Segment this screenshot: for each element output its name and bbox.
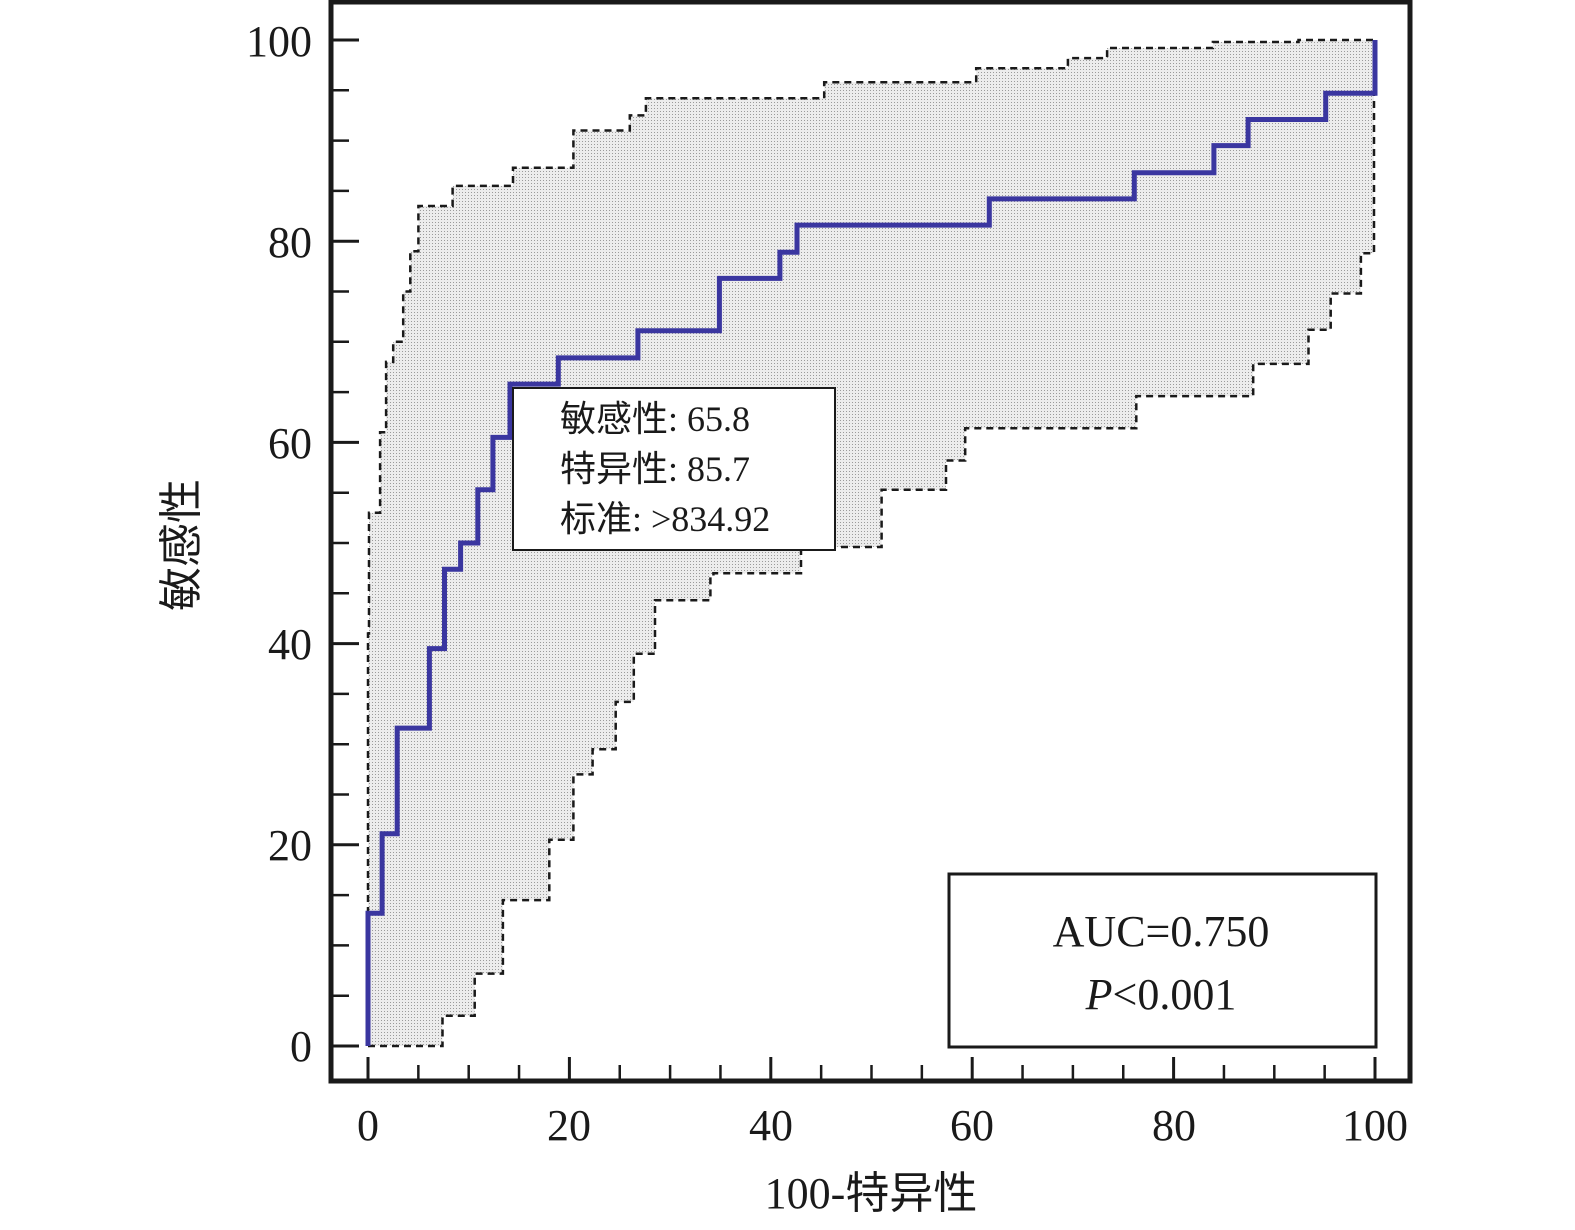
cutoff-annotation: 敏感性: 65.8 特异性: 85.7 标准: >834.92: [512, 387, 836, 551]
annotation-sensitivity: 敏感性: 65.8: [560, 399, 750, 439]
axis-ticks: [331, 38, 1377, 1081]
p-value: P<0.001: [1085, 970, 1237, 1019]
ci-lower-line: [368, 38, 1376, 1048]
y-tick-label: 60: [268, 419, 312, 468]
confidence-band: [368, 40, 1375, 1046]
x-tick-label: 100: [1342, 1101, 1408, 1150]
auc-box: AUC=0.750 P<0.001: [947, 872, 1378, 1049]
y-tick-label: 100: [246, 17, 312, 66]
y-tick-label: 40: [268, 620, 312, 669]
x-axis-tick-labels: 0 20 40 60 80 100: [357, 1101, 1408, 1150]
x-tick-label: 60: [950, 1101, 994, 1150]
auc-box-frame: [947, 872, 1378, 1049]
y-tick-label: 20: [268, 821, 312, 870]
roc-curve: [365, 40, 1378, 1046]
y-tick-label: 0: [290, 1022, 312, 1071]
x-tick-label: 20: [547, 1101, 591, 1150]
y-tick-label: 80: [268, 218, 312, 267]
x-tick-label: 80: [1152, 1101, 1196, 1150]
p-symbol: P: [1085, 970, 1113, 1019]
p-rest: <0.001: [1113, 970, 1237, 1019]
annotation-specificity: 特异性: 85.7: [560, 449, 750, 489]
x-tick-label: 0: [357, 1101, 379, 1150]
y-axis-tick-labels: 0 20 40 60 80 100: [246, 17, 312, 1071]
annotation-criterion: 标准: >834.92: [560, 499, 770, 539]
y-axis-title: 敏感性: [157, 479, 206, 611]
annotation-box: [512, 387, 836, 551]
auc-value: AUC=0.750: [1053, 907, 1270, 956]
x-axis-title: 100-特异性: [765, 1169, 978, 1218]
x-tick-label: 40: [749, 1101, 793, 1150]
ci-upper-line: [366, 38, 1375, 1046]
